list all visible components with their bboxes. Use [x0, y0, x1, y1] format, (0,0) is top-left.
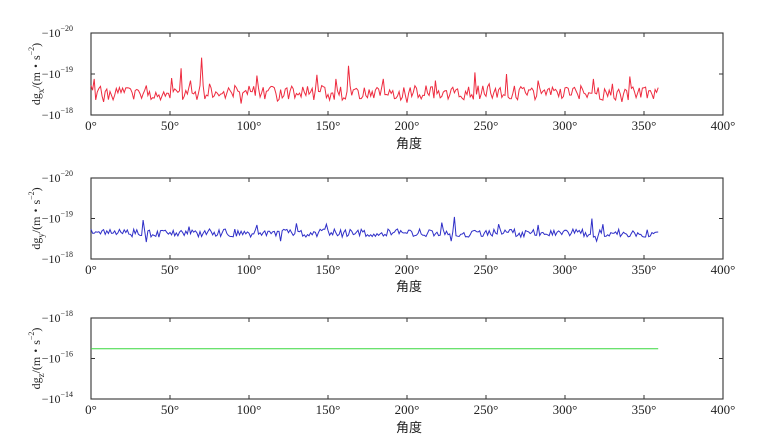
y-tick-label: −10−20: [42, 169, 73, 185]
y-label-close: ): [29, 328, 43, 332]
x-tick-label: 250°: [474, 262, 499, 277]
y-tick-exp: −19: [60, 65, 73, 74]
x-tick-label: 250°: [474, 402, 499, 417]
x-tick-label: 350°: [632, 118, 657, 133]
x-tick-label: 350°: [632, 402, 657, 417]
y-tick-label: −10−18: [42, 250, 73, 266]
y-label-sub: z: [36, 373, 46, 377]
y-tick-base: −10: [42, 352, 61, 366]
x-axis-label: 角度: [396, 420, 422, 436]
y-label-sub: y: [36, 233, 46, 238]
y-tick-label: −10−16: [42, 350, 73, 366]
y-tick-label: −10−18: [42, 309, 73, 325]
y-tick-label: −10−20: [42, 24, 73, 40]
y-label-sub: x: [36, 88, 46, 93]
x-tick-label: 200°: [395, 402, 420, 417]
x-tick-label: 200°: [395, 262, 420, 277]
y-tick-exp: −18: [60, 309, 73, 318]
y-tick-exp: −19: [60, 210, 73, 219]
y-label-unit: /(m・s: [29, 55, 43, 89]
y-tick-label: −10−19: [42, 65, 73, 81]
y-tick-exp: −18: [60, 106, 73, 115]
x-tick-label: 100°: [237, 118, 262, 133]
y-tick-base: −10: [42, 67, 61, 81]
chart-panel-3: 0° 50° 100° 150° 200° 250° 300° 350° 400°−10−18−…: [27, 309, 735, 436]
x-tick-label: 200°: [395, 118, 420, 133]
y-label-main: dg: [29, 238, 43, 250]
x-tick-label: 150°: [316, 262, 341, 277]
x-tick-label: 300°: [553, 262, 578, 277]
y-tick-exp: −20: [60, 169, 73, 178]
chart-panel-2: 0° 50° 100° 150° 200° 250° 300° 350° 400°−10−20−…: [27, 169, 735, 295]
series-line: [90, 57, 659, 104]
chart-panel-1: 0° 50° 100° 150° 200° 250° 300° 350° 400°−10−20−…: [27, 24, 735, 152]
x-tick-label: 0°: [85, 118, 97, 133]
x-tick-label: 50°: [161, 118, 179, 133]
y-label-close: ): [29, 43, 43, 47]
y-axis-label: dgy/(m・s−2): [27, 187, 46, 249]
y-label-main: dg: [29, 377, 43, 389]
x-tick-label: 50°: [161, 262, 179, 277]
y-label-unit: /(m・s: [29, 200, 43, 234]
x-tick-label: 250°: [474, 118, 499, 133]
x-tick-label: 100°: [237, 402, 262, 417]
y-label-main: dg: [29, 93, 43, 105]
y-axis-label: dgz/(m・s−2): [27, 328, 46, 390]
y-tick-base: −10: [42, 311, 61, 325]
x-axis-label: 角度: [396, 279, 422, 295]
x-tick-label: 50°: [161, 402, 179, 417]
x-tick-label: 150°: [316, 118, 341, 133]
y-tick-base: −10: [42, 26, 61, 40]
y-tick-label: −10−19: [42, 210, 73, 226]
x-tick-label: 400°: [711, 402, 736, 417]
y-axis-label: dgx/(m・s−2): [27, 43, 46, 105]
x-tick-label: 150°: [316, 402, 341, 417]
plot-frame: [90, 317, 724, 400]
y-tick-label: −10−14: [42, 390, 73, 406]
x-tick-label: 350°: [632, 262, 657, 277]
y-label-exp: −2: [27, 47, 36, 56]
x-tick-label: 400°: [711, 118, 736, 133]
y-tick-base: −10: [42, 212, 61, 226]
x-tick-label: 100°: [237, 262, 262, 277]
y-tick-exp: −16: [60, 350, 73, 359]
plot-frame: [90, 177, 724, 260]
y-tick-base: −10: [42, 171, 61, 185]
y-label-close: ): [29, 187, 43, 191]
x-tick-label: 400°: [711, 262, 736, 277]
x-axis-label: 角度: [396, 136, 422, 152]
y-tick-exp: −20: [60, 24, 73, 33]
y-tick-base: −10: [42, 252, 61, 266]
y-label-exp: −2: [27, 191, 36, 200]
y-tick-exp: −14: [60, 390, 73, 399]
y-tick-label: −10−18: [42, 106, 73, 122]
y-tick-base: −10: [42, 108, 61, 122]
y-tick-exp: −18: [60, 250, 73, 259]
x-tick-label: 300°: [553, 118, 578, 133]
series-line: [90, 216, 659, 243]
y-label-exp: −2: [27, 332, 36, 341]
x-tick-label: 0°: [85, 402, 97, 417]
y-label-unit: /(m・s: [29, 340, 43, 374]
y-tick-base: −10: [42, 392, 61, 406]
x-tick-label: 0°: [85, 262, 97, 277]
x-tick-label: 300°: [553, 402, 578, 417]
